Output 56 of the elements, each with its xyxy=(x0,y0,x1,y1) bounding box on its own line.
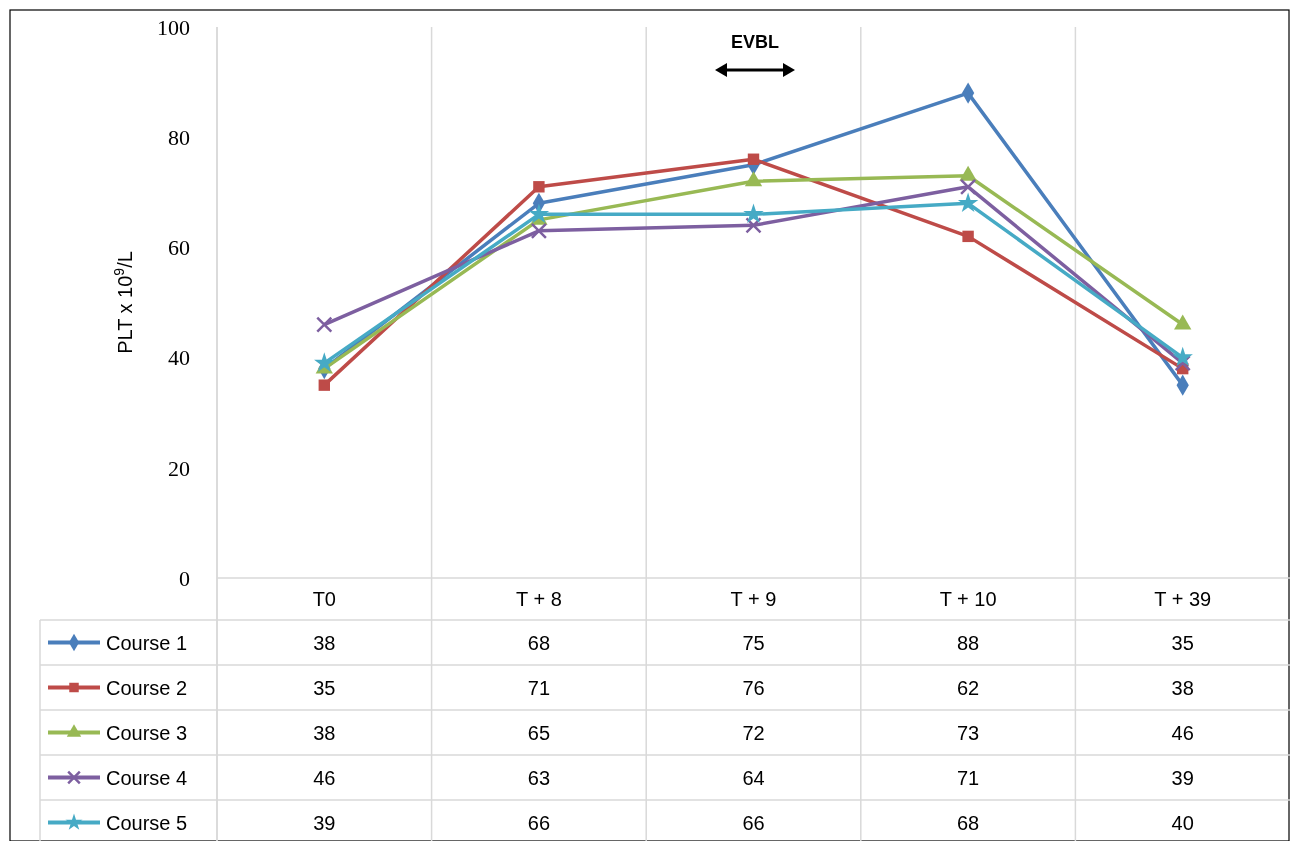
point xyxy=(962,230,974,243)
data-label: 63 xyxy=(527,766,551,789)
data-label: 35 xyxy=(1171,631,1194,654)
data-label: 39 xyxy=(313,811,336,834)
point xyxy=(957,192,979,213)
data-label: 39 xyxy=(1171,766,1194,789)
point xyxy=(1174,354,1191,372)
y-tick-label: 40 xyxy=(168,345,190,371)
point xyxy=(530,222,548,240)
point xyxy=(959,178,977,196)
x-tick-label: T0 xyxy=(312,588,336,610)
x-tick-label: T + 8 xyxy=(516,588,562,610)
legend-label: Course 2 xyxy=(106,676,188,699)
point xyxy=(1172,346,1193,367)
x-tick-label: T + 10 xyxy=(939,588,997,610)
legend-label: Course 4 xyxy=(106,766,188,789)
data-label: 64 xyxy=(742,766,765,789)
data-label: 88 xyxy=(956,631,980,654)
legend-label: Course 3 xyxy=(106,721,188,744)
point xyxy=(316,316,333,333)
data-label: 46 xyxy=(313,766,336,789)
x-tick-label: T + 9 xyxy=(730,588,777,610)
data-label: 38 xyxy=(1171,676,1194,699)
point xyxy=(528,203,550,224)
point xyxy=(314,352,335,372)
point xyxy=(747,153,760,165)
data-label: 68 xyxy=(527,631,551,654)
y-tick-label: 60 xyxy=(168,235,190,261)
data-label: 68 xyxy=(956,811,980,834)
point xyxy=(533,181,545,193)
data-label: 76 xyxy=(742,676,765,699)
data-label: 35 xyxy=(313,676,336,699)
data-label: 75 xyxy=(742,631,765,654)
data-label: 46 xyxy=(1171,721,1194,744)
legend-label: Course 5 xyxy=(106,811,188,834)
y-tick-label: 80 xyxy=(168,124,190,150)
data-label: 66 xyxy=(527,811,551,834)
data-label: 72 xyxy=(742,721,765,744)
point xyxy=(743,203,764,224)
data-label: 65 xyxy=(527,721,551,744)
data-label: 71 xyxy=(527,676,551,699)
y-tick-label: 20 xyxy=(168,455,190,481)
point xyxy=(745,217,762,234)
data-label: 38 xyxy=(313,721,336,744)
data-label: 71 xyxy=(956,766,980,789)
y-tick-label: 0 xyxy=(179,565,190,591)
annotation: EVBL xyxy=(730,32,780,52)
data-label: 73 xyxy=(956,721,980,744)
y-tick-label: 100 xyxy=(157,14,190,40)
legend-label: Course 1 xyxy=(106,631,188,654)
x-tick-label: T + 39 xyxy=(1154,588,1212,610)
data-label: 66 xyxy=(742,811,765,834)
data-label: 62 xyxy=(956,676,980,699)
data-label: 38 xyxy=(313,631,336,654)
point xyxy=(318,379,330,391)
data-label: 40 xyxy=(1171,811,1194,834)
